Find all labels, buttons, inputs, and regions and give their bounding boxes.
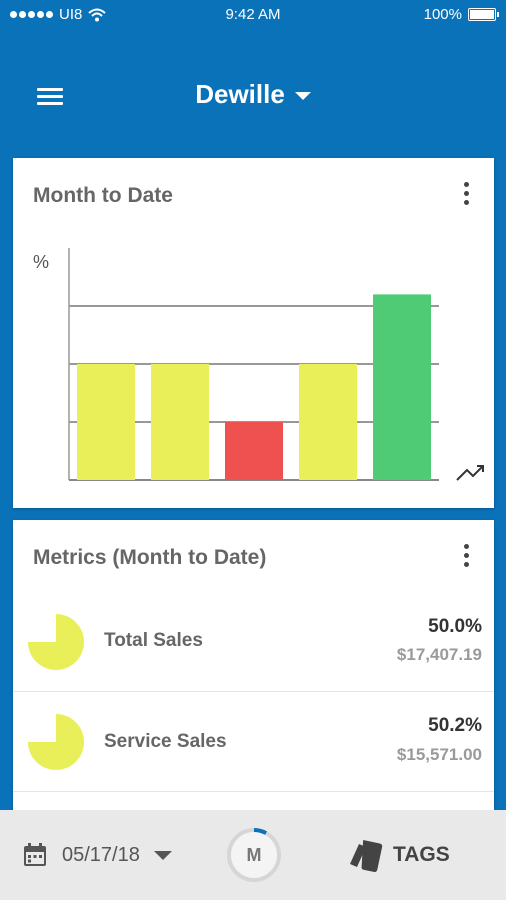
metrics-card-title: Metrics (Month to Date) [33,546,267,569]
bottom-bar: 05/17/18 M TAGS [0,810,506,900]
chart-card-title: Month to Date [33,184,173,207]
location-selector[interactable]: Dewille [0,79,506,110]
chart-kebab-menu-icon[interactable] [461,182,471,208]
date-picker[interactable]: 05/17/18 [22,842,172,868]
bar-4 [299,364,357,480]
bar-1 [77,364,135,480]
m-label: M [246,845,262,865]
metric-name: Service Sales [104,731,227,752]
hamburger-menu-icon[interactable] [37,88,63,106]
month-to-date-card: % Month to Date [13,158,494,508]
status-right: 100% [423,6,499,23]
status-bar: UI8 9:42 AM 100% [0,0,506,30]
trending-up-icon [456,465,484,481]
bar-2 [151,364,209,480]
metrics-kebab-menu-icon[interactable] [461,544,471,570]
carrier-label: UI8 [59,6,83,23]
header-title: Dewille [195,79,285,109]
pie-chart-icon [28,714,84,770]
month-to-date-chart: % [33,248,484,481]
signal-dots-icon [10,11,53,18]
pie-slice [28,714,84,770]
metric-amount: $17,407.19 [396,645,482,664]
status-time: 9:42 AM [225,6,281,23]
metric-percent: 50.2% [428,715,482,736]
date-value: 05/17/18 [62,843,140,866]
wifi-icon [88,8,107,21]
progress-ring-icon [227,828,281,882]
tags-label: TAGS [393,843,450,866]
metric-name: Total Sales [104,630,203,651]
caret-down-icon [153,850,172,860]
caret-down-icon [294,92,311,101]
app-header: Dewille [0,30,506,155]
battery-percent: 100% [423,6,462,23]
m-progress-button[interactable]: M [225,826,283,884]
metric-percent: 50.0% [428,616,482,637]
bar-5 [373,294,431,480]
calendar-icon [24,843,46,866]
bar-3 [225,422,283,480]
tags-icon [350,840,383,872]
battery-icon [468,8,499,21]
tags-button[interactable]: TAGS [347,838,450,872]
metric-amount: $15,571.00 [396,745,482,764]
pie-chart-icon [28,614,84,670]
metric-row-total-sales[interactable]: Total Sales 50.0% $17,407.19 [13,592,494,692]
pie-slice [28,614,84,670]
progress-arc [253,828,268,835]
y-axis-label: % [33,252,49,272]
metrics-card: Metrics (Month to Date) Total Sales 50.0… [13,520,494,820]
status-left: UI8 [10,6,107,23]
metric-row-service-sales[interactable]: Service Sales 50.2% $15,571.00 [13,692,494,792]
